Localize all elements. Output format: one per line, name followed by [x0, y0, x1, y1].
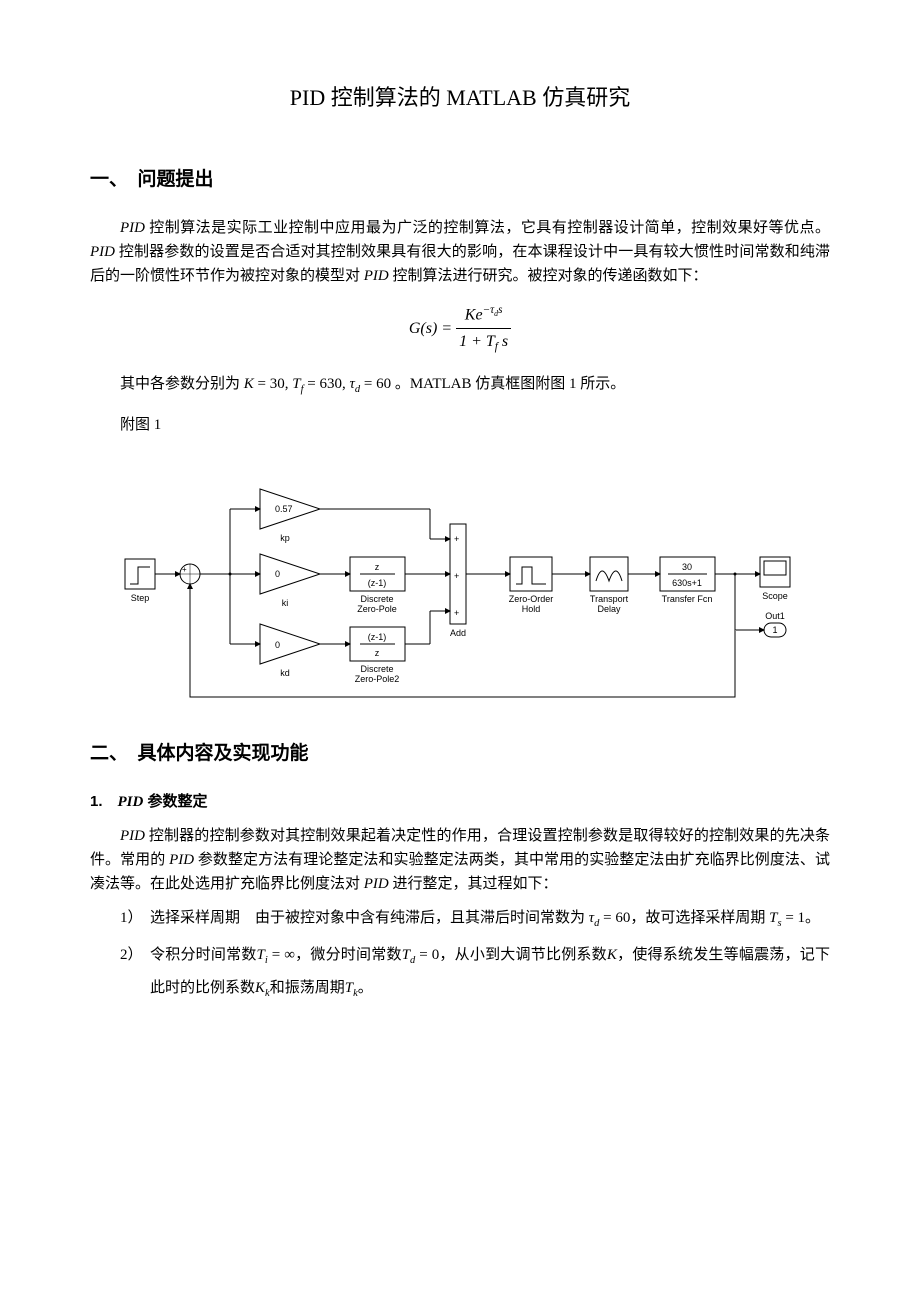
transfer-function-equation: G(s) = Ke−τds 1 + Tf s: [90, 302, 830, 357]
simulink-diagram: Step + - 0.57 kp 0 ki 0 kd z (z-1) Discr…: [90, 449, 830, 709]
svg-text:+: +: [182, 565, 187, 574]
svg-text:z: z: [375, 648, 380, 658]
svg-text:Zero-Pole: Zero-Pole: [357, 604, 397, 614]
section-2-heading: 二、 具体内容及实现功能: [90, 739, 830, 769]
section-1-para: PID 控制算法是实际工业控制中应用最为广泛的控制算法，它具有控制器设计简单，控…: [90, 216, 830, 288]
svg-text:0: 0: [275, 569, 280, 579]
svg-text:Discrete: Discrete: [360, 664, 393, 674]
svg-text:Out1: Out1: [765, 611, 785, 621]
svg-text:1: 1: [772, 625, 777, 635]
section-2-para: PID 控制器的控制参数对其控制效果起着决定性的作用，合理设置控制参数是取得较好…: [90, 824, 830, 896]
svg-text:Zero-Pole2: Zero-Pole2: [355, 674, 400, 684]
svg-text:Hold: Hold: [522, 604, 541, 614]
svg-text:+: +: [454, 608, 459, 618]
svg-text:(z-1): (z-1): [368, 632, 387, 642]
step-1: 1） 选择采样周期 由于被控对象中含有纯滞后，且其滞后时间常数为 τd = 60…: [120, 902, 830, 935]
svg-text:z: z: [375, 562, 380, 572]
svg-text:Transfer Fcn: Transfer Fcn: [662, 594, 713, 604]
svg-text:Discrete: Discrete: [360, 594, 393, 604]
section-2-sub1: 1. PID 参数整定: [90, 790, 830, 814]
svg-text:630s+1: 630s+1: [672, 578, 702, 588]
svg-text:Transport: Transport: [590, 594, 629, 604]
svg-text:30: 30: [682, 562, 692, 572]
step-2: 2） 令积分时间常数Ti = ∞，微分时间常数Td = 0，从小到大调节比例系数…: [120, 939, 830, 1005]
svg-text:Zero-Order: Zero-Order: [509, 594, 554, 604]
params-line: 其中各参数分别为 K = 30, Tf = 630, τd = 60 。MATL…: [120, 372, 830, 399]
svg-text:+: +: [454, 571, 459, 581]
svg-text:0.57: 0.57: [275, 504, 293, 514]
svg-text:(z-1): (z-1): [368, 578, 387, 588]
section-1-heading: 一、 问题提出: [90, 165, 830, 195]
svg-text:kd: kd: [280, 668, 290, 678]
svg-text:Add: Add: [450, 628, 466, 638]
svg-text:0: 0: [275, 640, 280, 650]
svg-text:Scope: Scope: [762, 591, 788, 601]
svg-text:kp: kp: [280, 533, 290, 543]
svg-text:-: -: [188, 582, 191, 591]
page-title: PID 控制算法的 MATLAB 仿真研究: [90, 80, 830, 115]
svg-text:Step: Step: [131, 593, 150, 603]
svg-text:ki: ki: [282, 598, 289, 608]
svg-text:+: +: [454, 534, 459, 544]
svg-text:Delay: Delay: [597, 604, 621, 614]
figure-caption: 附图 1: [120, 413, 830, 437]
